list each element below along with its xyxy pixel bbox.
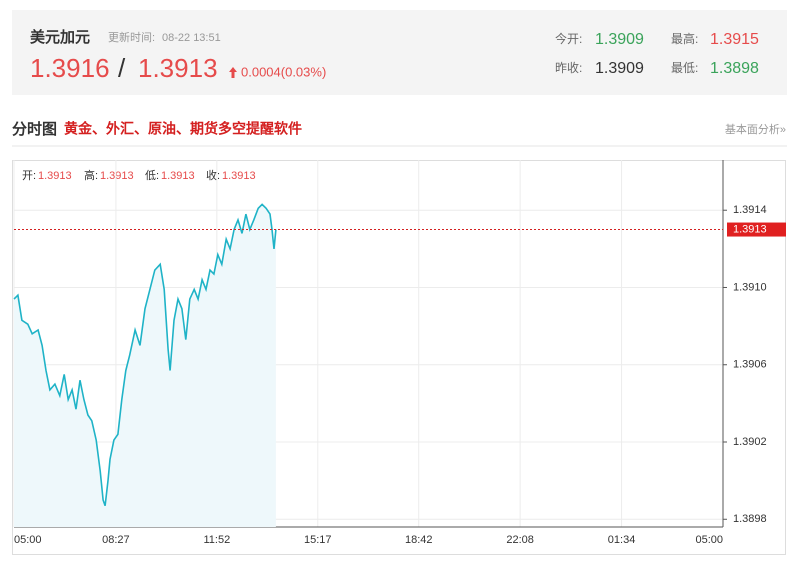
stat-value: 1.3909 — [595, 60, 644, 77]
stat-value: 1.3915 — [710, 31, 759, 48]
x-tick-label: 18:42 — [405, 534, 433, 546]
stat-value: 1.3909 — [595, 31, 644, 48]
stat-label: 今开: — [555, 31, 582, 46]
separator: / — [118, 53, 126, 83]
bid-price: 1.3916 — [30, 53, 110, 83]
stat-label: 昨收: — [555, 61, 582, 75]
update-time: 08-22 13:51 — [162, 32, 221, 44]
x-tick-label: 15:17 — [304, 534, 332, 546]
x-tick-label: 05:00 — [14, 534, 42, 546]
section-title: 分时图 — [12, 121, 57, 138]
up-arrow — [229, 67, 237, 78]
ohlc-label: 开: — [22, 170, 36, 182]
chart-frame — [12, 160, 786, 555]
ohlc-label: 收: — [206, 168, 220, 182]
y-tick-label: 1.3914 — [733, 204, 767, 216]
stat-label: 最高: — [671, 31, 698, 46]
x-tick-label: 05:00 — [695, 534, 723, 546]
ohlc-value: 1.3913 — [38, 170, 72, 182]
stat-value: 1.3898 — [710, 60, 759, 77]
ohlc-label: 低: — [145, 169, 159, 182]
y-tick-label: 1.3902 — [733, 436, 767, 448]
ohlc-label: 高: — [84, 168, 98, 182]
promo-link[interactable]: 黄金、外汇、原油、期货多空提醒软件 — [64, 121, 302, 137]
y-tick-label: 1.3906 — [733, 359, 767, 371]
quote-panel — [12, 10, 787, 95]
ohlc-value: 1.3913 — [222, 170, 256, 182]
ask-price: 1.3913 — [138, 53, 218, 83]
y-tick-label: 1.3910 — [733, 281, 767, 293]
ohlc-value: 1.3913 — [100, 170, 134, 182]
last-price-box — [727, 222, 786, 237]
x-tick-label: 08:27 — [102, 534, 130, 546]
x-tick-label: 01:34 — [608, 534, 636, 546]
plot: 05:00 08:27 11:52 15:17 18:42 22:08 01:34 05:00… — [13, 160, 786, 546]
update-label: 更新时间: — [108, 30, 155, 44]
price-change: 0.0004(0.03%) — [241, 64, 326, 79]
x-tick-label: 11:52 — [203, 534, 230, 546]
analysis-link[interactable]: 基本面分析» — [725, 122, 786, 136]
area — [14, 204, 276, 527]
pair-name: 美元加元 — [30, 28, 90, 46]
last-price-label: 1.3913 — [733, 223, 767, 235]
x-tick-label: 22:08 — [506, 534, 534, 546]
ohlc-value: 1.3913 — [161, 170, 195, 182]
y-tick-label: 1.3898 — [733, 513, 767, 525]
stat-label: 最低: — [671, 61, 698, 75]
price-line — [13, 203, 277, 507]
